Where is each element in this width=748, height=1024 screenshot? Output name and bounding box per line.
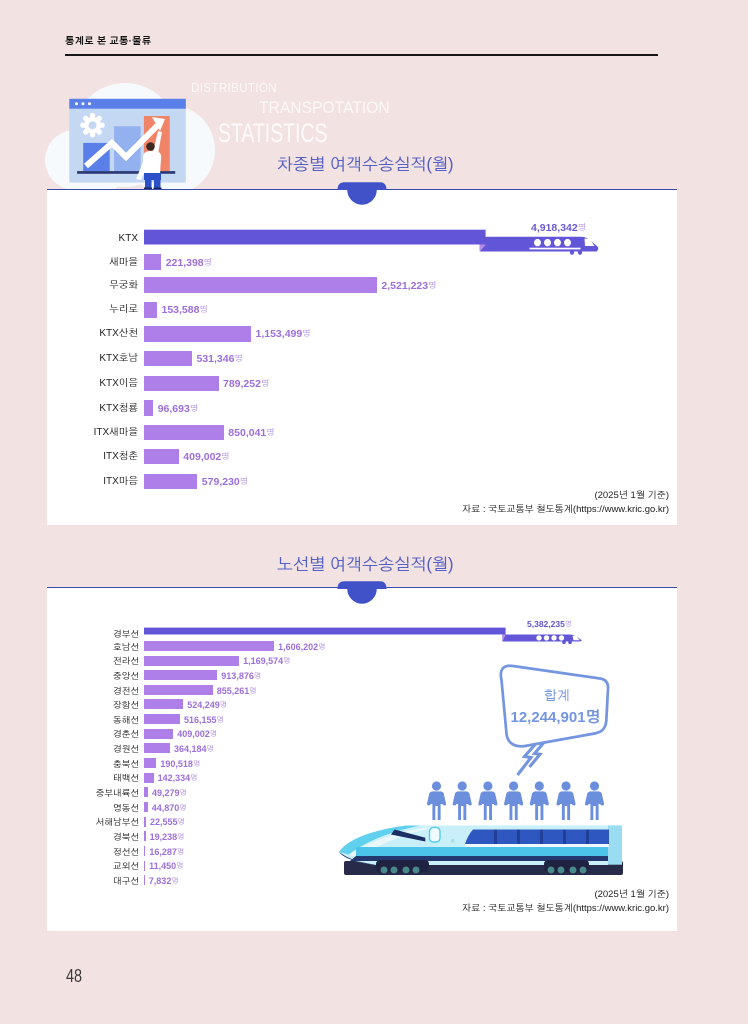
svg-text:12,244,901명: 12,244,901명 [510, 709, 600, 726]
svg-text:합계: 합계 [544, 688, 570, 703]
